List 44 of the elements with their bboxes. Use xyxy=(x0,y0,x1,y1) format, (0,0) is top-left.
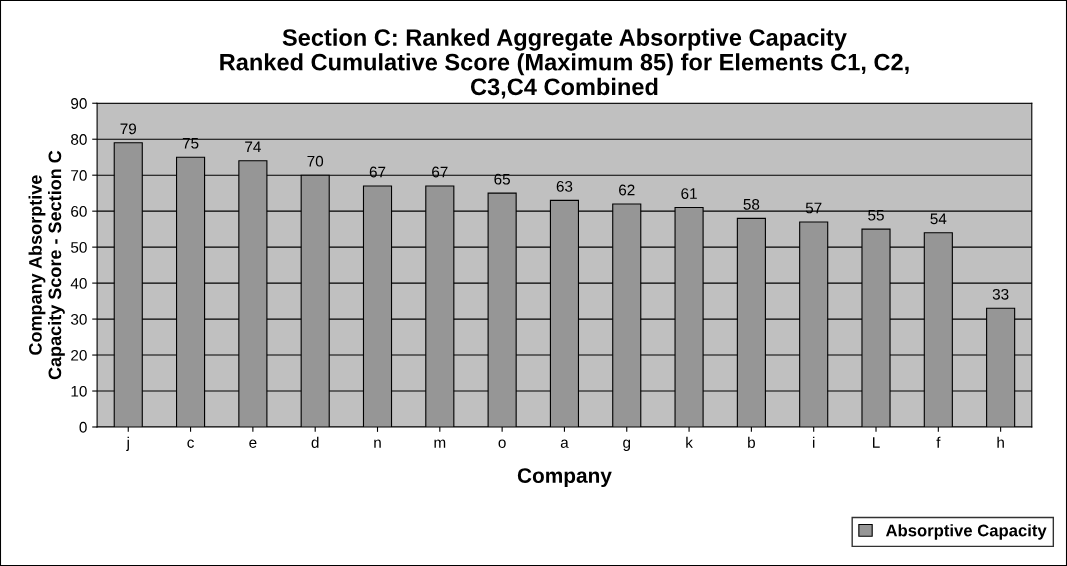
y-tick-label: 0 xyxy=(79,421,87,433)
data-label: 75 xyxy=(182,137,199,149)
y-tick-label: 20 xyxy=(71,349,87,361)
data-label: 33 xyxy=(992,288,1009,300)
data-label: 58 xyxy=(743,198,760,210)
x-tick-label: i xyxy=(813,436,815,448)
y-axis-title: Company Absorptive Capacity Score - Section C xyxy=(28,150,65,380)
data-label: 63 xyxy=(556,180,573,192)
x-tick-label: o xyxy=(498,439,506,448)
x-tick-label: m xyxy=(434,439,446,448)
y-tick-label: 60 xyxy=(71,206,87,217)
x-tick-label: h xyxy=(997,436,1004,448)
x-tick-label: d xyxy=(311,436,319,448)
data-label: 79 xyxy=(120,123,137,135)
data-label: 62 xyxy=(619,184,635,196)
x-tick-label: e xyxy=(249,439,257,448)
data-label: 61 xyxy=(681,188,697,199)
x-tick-label: a xyxy=(560,439,569,448)
y-tick-label: 10 xyxy=(71,385,87,397)
data-label: 57 xyxy=(805,202,822,214)
chart-title: Section C: Ranked Aggregate Absorptive Capacity Ranked Cumulative Score (Maximum 85) for Elements C1, C2, C3,C4 Combined xyxy=(220,28,909,99)
data-label: 70 xyxy=(307,155,324,167)
x-tick-label: j xyxy=(126,436,129,451)
y-tick-label: 50 xyxy=(70,242,87,253)
y-tick-label: 40 xyxy=(70,277,87,289)
x-tick-label: n xyxy=(374,439,381,448)
x-tick-label: L xyxy=(873,437,880,448)
data-label: 54 xyxy=(930,213,947,225)
y-tick-label: 30 xyxy=(70,313,87,325)
x-tick-label: f xyxy=(936,436,941,448)
y-tick-label: 70 xyxy=(71,170,87,181)
x-tick-label: g xyxy=(623,439,631,451)
x-tick-label: b xyxy=(748,436,755,448)
y-tick-label: 90 xyxy=(71,98,87,109)
y-tick-label: 80 xyxy=(71,134,87,145)
x-axis-title: Company xyxy=(517,468,612,488)
data-label: 55 xyxy=(868,209,884,221)
data-label: 65 xyxy=(494,173,510,185)
legend-label: Absorptive Capacity xyxy=(885,524,1047,540)
x-tick-label: k xyxy=(686,436,693,448)
data-label: 67 xyxy=(369,166,386,178)
x-tick-label: c xyxy=(187,439,194,448)
data-label: 74 xyxy=(245,141,261,153)
data-label: 67 xyxy=(432,166,448,178)
